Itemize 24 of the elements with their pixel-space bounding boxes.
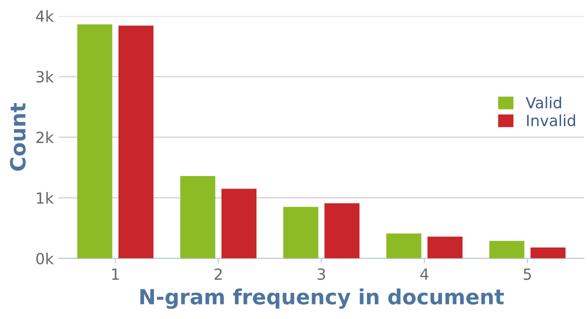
y-tick-label: 2k <box>36 131 54 143</box>
y-tick-label: 0k <box>36 252 54 264</box>
bar <box>489 240 524 258</box>
x-axis-title: N-gram frequency in document <box>140 288 504 309</box>
bar <box>221 188 256 258</box>
x-tick-label: 5 <box>524 268 531 280</box>
x-tick-label: 3 <box>318 268 326 280</box>
x-tick-label: 1 <box>112 268 119 280</box>
y-tick-label: 1k <box>36 192 54 204</box>
bar <box>386 234 422 258</box>
legend-label: Invalid <box>527 114 576 126</box>
legend-label: Valid <box>526 96 562 108</box>
y-axis-title: Count <box>10 103 26 171</box>
bar <box>324 203 360 258</box>
y-tick-label: 4k <box>36 10 54 22</box>
y-tick-label: 3k <box>36 70 54 83</box>
bar <box>77 24 112 258</box>
bar <box>283 206 318 258</box>
x-tick-label: 2 <box>214 268 222 280</box>
bar <box>118 26 154 258</box>
bar <box>427 236 463 258</box>
bar <box>530 247 566 258</box>
x-tick-label: 4 <box>420 268 428 280</box>
bar <box>180 176 216 258</box>
